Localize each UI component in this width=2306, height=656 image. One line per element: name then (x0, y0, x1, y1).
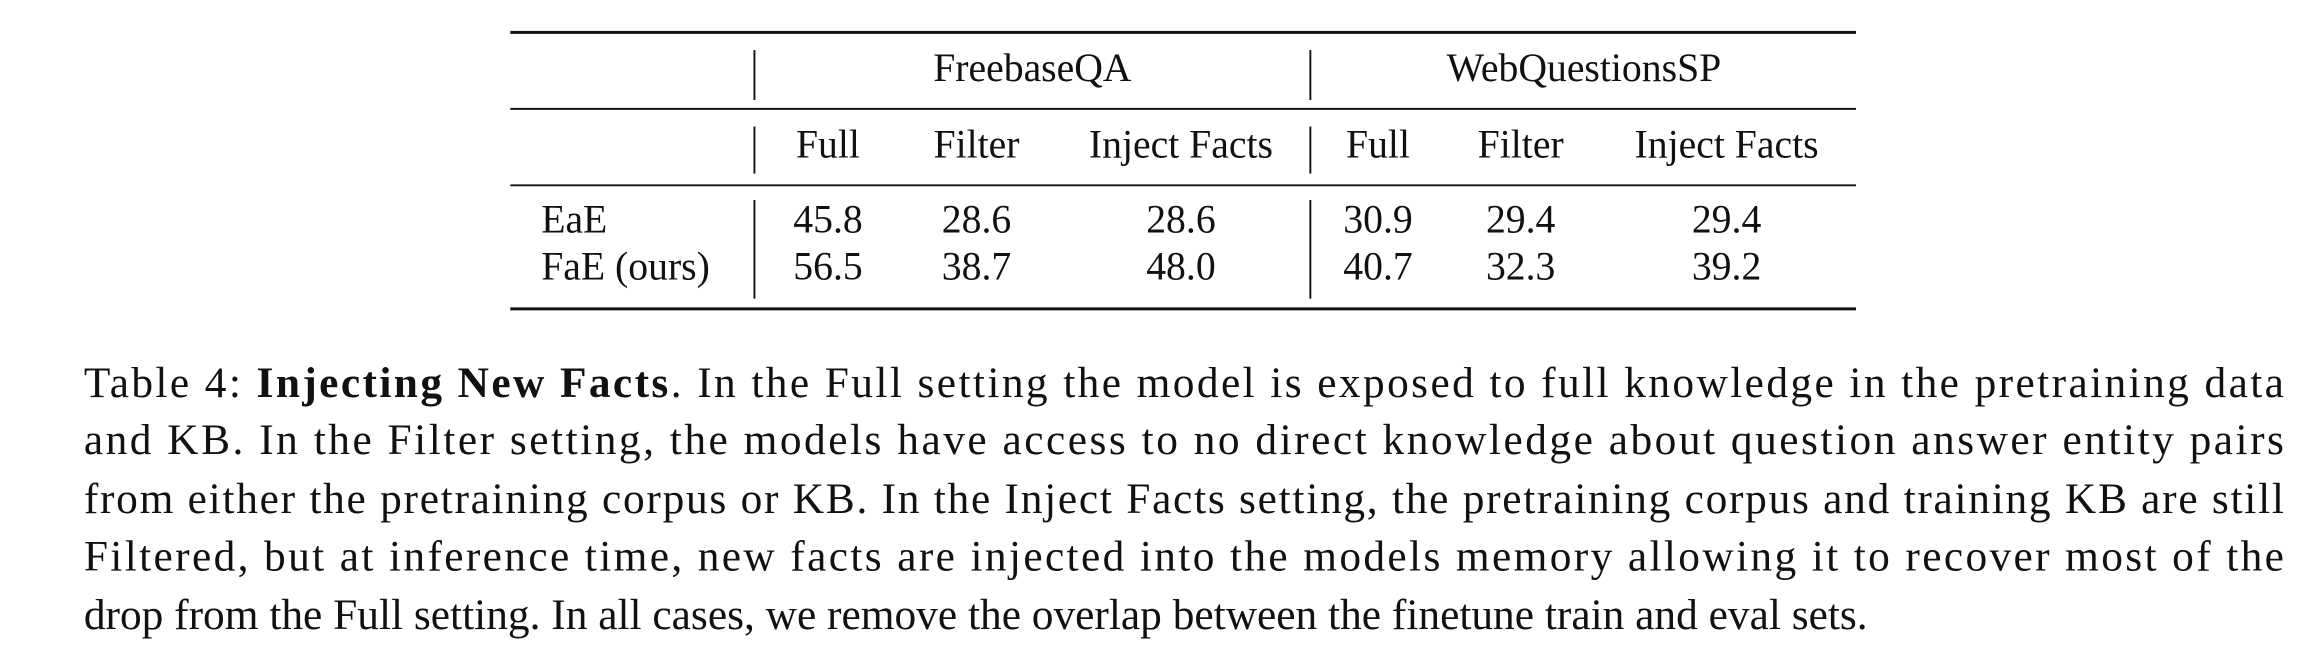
group-header: FreebaseQA (933, 46, 1132, 90)
cell: 28.6 (942, 198, 1011, 242)
cell: 32.3 (1486, 245, 1555, 289)
cell: 48.0 (1146, 245, 1215, 289)
cell: 45.8 (793, 198, 862, 242)
caption-label: Table 4: (84, 359, 241, 407)
column-header: Full (796, 123, 860, 167)
caption-line: and KB. In the Filter setting, the model… (84, 416, 2284, 464)
column-header: Inject Facts (1089, 123, 1273, 167)
column-header: Full (1346, 123, 1410, 167)
caption-title: Injecting New Facts (257, 359, 669, 407)
cell: 28.6 (1146, 198, 1215, 242)
caption-line: Filtered, but at inference time, new fac… (84, 532, 2284, 580)
caption-text: . In the Full setting the model is expos… (671, 359, 2284, 407)
column-header: Filter (934, 123, 1020, 167)
cell: 39.2 (1692, 245, 1761, 289)
column-header: Filter (1478, 123, 1564, 167)
group-header: WebQuestionsSP (1447, 46, 1722, 90)
row-label: FaE (ours) (541, 245, 710, 289)
cell: 29.4 (1486, 198, 1556, 242)
cell: 40.7 (1343, 245, 1412, 289)
caption-line: drop from the Full setting. In all cases… (84, 591, 1868, 639)
cell: 56.5 (793, 245, 862, 289)
column-header: Inject Facts (1635, 123, 1819, 167)
caption-line: Table 4: Injecting New Facts. In the Ful… (84, 359, 2284, 407)
caption-line: from either the pretraining corpus or KB… (84, 475, 2284, 523)
cell: 38.7 (942, 245, 1011, 289)
row-label: EaE (541, 198, 607, 242)
cell: 29.4 (1692, 198, 1762, 242)
cell: 30.9 (1343, 198, 1412, 242)
